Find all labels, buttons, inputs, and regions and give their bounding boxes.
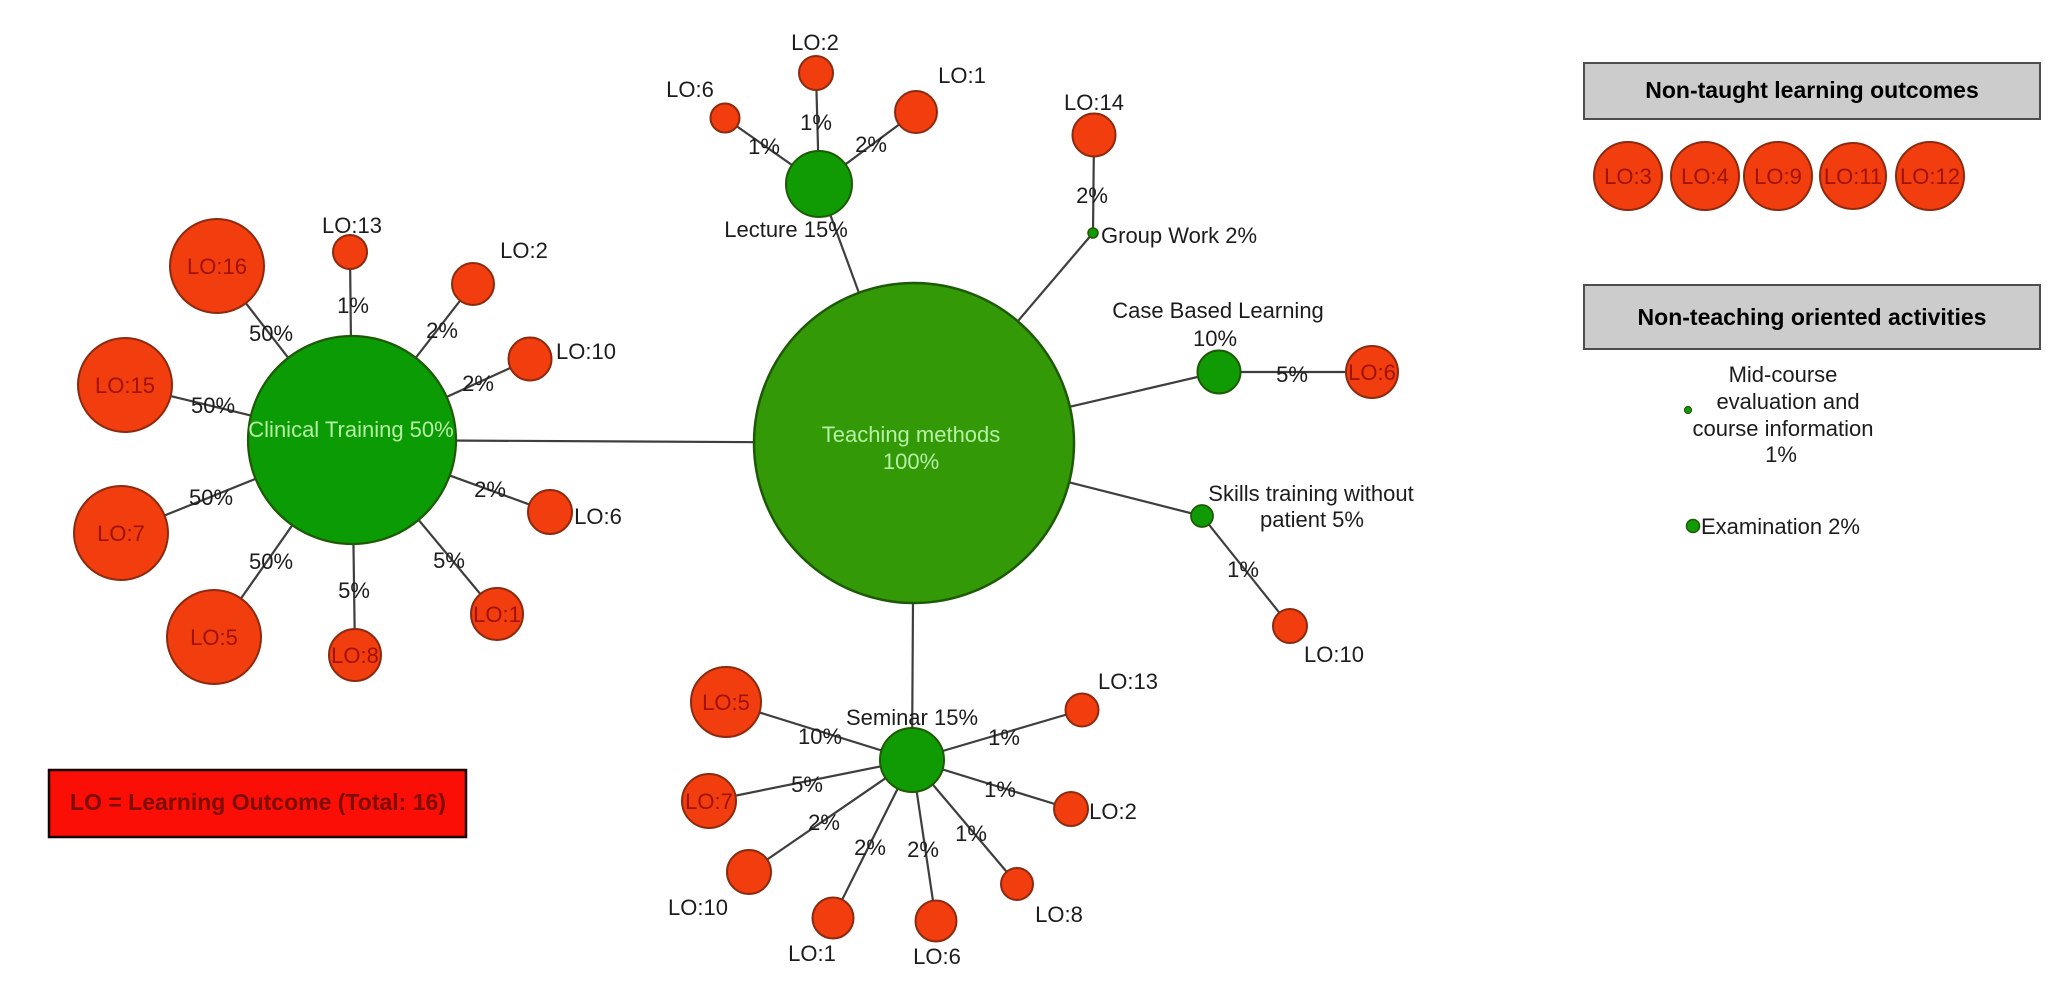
svg-text:LO:1: LO:1 (473, 602, 521, 627)
svg-text:Mid-course: Mid-course (1729, 362, 1838, 387)
svg-text:10%: 10% (798, 724, 842, 749)
svg-text:Non-taught learning outcomes: Non-taught learning outcomes (1645, 77, 1979, 103)
svg-text:evaluation and: evaluation and (1716, 389, 1859, 414)
svg-text:LO:6: LO:6 (913, 944, 961, 969)
svg-text:LO:2: LO:2 (1089, 799, 1137, 824)
svg-text:LO:3: LO:3 (1604, 164, 1652, 189)
svg-text:LO:6: LO:6 (574, 504, 622, 529)
svg-text:LO:5: LO:5 (702, 690, 750, 715)
svg-text:LO:9: LO:9 (1754, 164, 1802, 189)
svg-text:2%: 2% (907, 837, 939, 862)
svg-text:1%: 1% (800, 110, 832, 135)
svg-text:LO:7: LO:7 (685, 789, 733, 814)
svg-text:patient 5%: patient 5% (1260, 507, 1364, 532)
svg-text:Examination 2%: Examination 2% (1701, 514, 1860, 539)
svg-text:LO:6: LO:6 (666, 77, 714, 102)
svg-text:LO:2: LO:2 (500, 238, 548, 263)
svg-text:1%: 1% (748, 134, 780, 159)
svg-text:LO:10: LO:10 (556, 339, 616, 364)
svg-text:50%: 50% (249, 549, 293, 574)
svg-text:LO:15: LO:15 (95, 373, 155, 398)
svg-text:1%: 1% (955, 821, 987, 846)
svg-text:2%: 2% (474, 477, 506, 502)
svg-text:Seminar 15%: Seminar 15% (846, 705, 978, 730)
svg-text:LO:10: LO:10 (1304, 642, 1364, 667)
svg-text:LO:14: LO:14 (1064, 90, 1124, 115)
svg-text:Group Work 2%: Group Work 2% (1101, 223, 1257, 248)
svg-text:Clinical Training 50%: Clinical Training 50% (248, 417, 453, 442)
svg-text:10%: 10% (1193, 326, 1237, 351)
svg-text:LO:13: LO:13 (322, 213, 382, 238)
svg-text:LO:1: LO:1 (788, 941, 836, 966)
svg-text:1%: 1% (1765, 442, 1797, 467)
svg-text:5%: 5% (791, 772, 823, 797)
svg-text:2%: 2% (808, 810, 840, 835)
svg-text:1%: 1% (337, 293, 369, 318)
svg-text:LO:6: LO:6 (1348, 360, 1396, 385)
svg-text:LO:13: LO:13 (1098, 669, 1158, 694)
svg-text:2%: 2% (854, 835, 886, 860)
svg-text:Non-teaching oriented activiti: Non-teaching oriented activities (1638, 304, 1987, 330)
svg-text:100%: 100% (883, 449, 939, 474)
svg-text:5%: 5% (338, 578, 370, 603)
svg-text:LO = Learning Outcome (Total:: LO = Learning Outcome (Total: 16) (70, 789, 446, 815)
svg-text:Case Based Learning: Case Based Learning (1112, 298, 1324, 323)
svg-text:2%: 2% (855, 132, 887, 157)
svg-text:50%: 50% (189, 485, 233, 510)
svg-text:1%: 1% (984, 777, 1016, 802)
svg-text:LO:8: LO:8 (1035, 902, 1083, 927)
svg-text:1%: 1% (988, 725, 1020, 750)
svg-text:Teaching methods: Teaching methods (822, 422, 1001, 447)
svg-text:1%: 1% (1227, 557, 1259, 582)
svg-text:50%: 50% (249, 321, 293, 346)
svg-text:5%: 5% (1276, 362, 1308, 387)
svg-text:LO:16: LO:16 (187, 254, 247, 279)
svg-text:2%: 2% (426, 318, 458, 343)
svg-text:5%: 5% (433, 548, 465, 573)
svg-text:2%: 2% (462, 371, 494, 396)
svg-text:Skills training without: Skills training without (1208, 481, 1413, 506)
svg-text:LO:2: LO:2 (791, 30, 839, 55)
svg-text:LO:10: LO:10 (668, 895, 728, 920)
svg-text:Lecture 15%: Lecture 15% (724, 217, 848, 242)
svg-text:50%: 50% (191, 393, 235, 418)
svg-text:LO:4: LO:4 (1681, 164, 1729, 189)
svg-text:2%: 2% (1076, 183, 1108, 208)
svg-text:LO:8: LO:8 (331, 643, 379, 668)
svg-text:LO:12: LO:12 (1900, 164, 1960, 189)
svg-text:LO:5: LO:5 (190, 625, 238, 650)
svg-text:LO:11: LO:11 (1824, 164, 1882, 189)
svg-text:LO:1: LO:1 (938, 63, 986, 88)
svg-text:course information: course information (1693, 416, 1874, 441)
svg-text:LO:7: LO:7 (97, 521, 145, 546)
